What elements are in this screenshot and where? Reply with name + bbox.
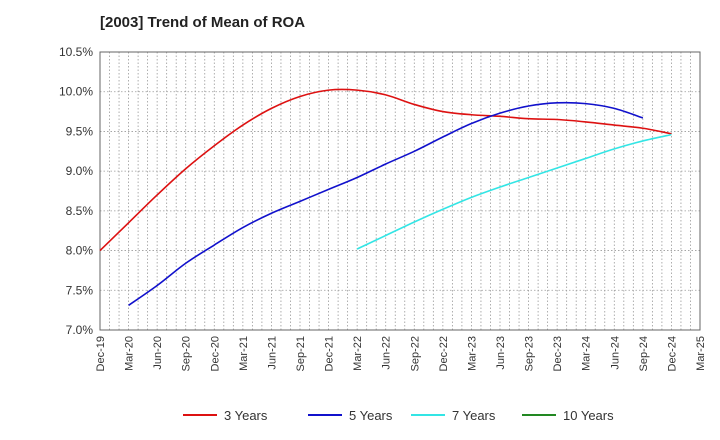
y-tick-label: 7.0%	[66, 323, 94, 337]
x-tick-label: Jun-20	[152, 336, 164, 370]
y-tick-label: 8.5%	[66, 204, 94, 218]
y-tick-label: 7.5%	[66, 283, 94, 297]
x-tick-label: Jun-21	[266, 336, 278, 370]
x-axis: Dec-19 Mar-20 Jun-20 Sep-20 Dec-20 Mar-21 Jun-…	[95, 336, 707, 371]
legend-label-5-years: 5 Years	[349, 408, 393, 423]
x-tick-label: Sep-24	[638, 336, 650, 371]
chart-title: [2003] Trend of Mean of ROA	[100, 14, 306, 31]
y-tick-label: 9.5%	[66, 124, 94, 138]
x-tick-label: Mar-25	[695, 336, 707, 371]
y-tick-label: 8.0%	[66, 244, 94, 258]
x-tick-label: Mar-23	[466, 336, 478, 371]
x-tick-label: Dec-21	[324, 336, 336, 371]
x-tick-label: Mar-22	[352, 336, 364, 371]
x-tick-label: Mar-20	[124, 336, 136, 371]
series-line-7-years	[356, 133, 672, 250]
y-tick-label: 10.0%	[59, 85, 93, 99]
y-tick-label: 10.5%	[59, 45, 93, 59]
x-tick-label: Sep-20	[181, 336, 193, 371]
x-tick-label: Dec-24	[666, 336, 678, 371]
x-tick-label: Dec-19	[95, 336, 107, 371]
x-tick-label: Dec-22	[438, 336, 450, 371]
legend-label-3-years: 3 Years	[224, 408, 268, 423]
x-tick-label: Jun-24	[609, 336, 621, 370]
y-axis: 7.0% 7.5% 8.0% 8.5% 9.0% 9.5% 10.0% 10.5%	[59, 45, 93, 337]
legend: 3 Years 5 Years 7 Years 10 Years	[183, 408, 614, 423]
x-tick-label: Sep-21	[295, 336, 307, 371]
x-tick-label: Dec-23	[552, 336, 564, 371]
x-tick-label: Mar-21	[238, 336, 250, 371]
legend-label-10-years: 10 Years	[563, 408, 614, 423]
x-tick-label: Mar-24	[581, 336, 593, 371]
x-tick-label: Dec-20	[209, 336, 221, 371]
series-line-5-years	[128, 101, 644, 307]
series-lines	[99, 88, 672, 307]
x-tick-label: Jun-23	[495, 336, 507, 370]
grid	[100, 52, 700, 330]
x-tick-label: Jun-22	[381, 336, 393, 370]
plot-frame	[99, 51, 701, 331]
x-tick-label: Sep-23	[524, 336, 536, 371]
x-tick-label: Sep-22	[409, 336, 421, 371]
y-tick-label: 9.0%	[66, 164, 94, 178]
legend-label-7-years: 7 Years	[452, 408, 496, 423]
series-line-3-years	[99, 88, 672, 252]
